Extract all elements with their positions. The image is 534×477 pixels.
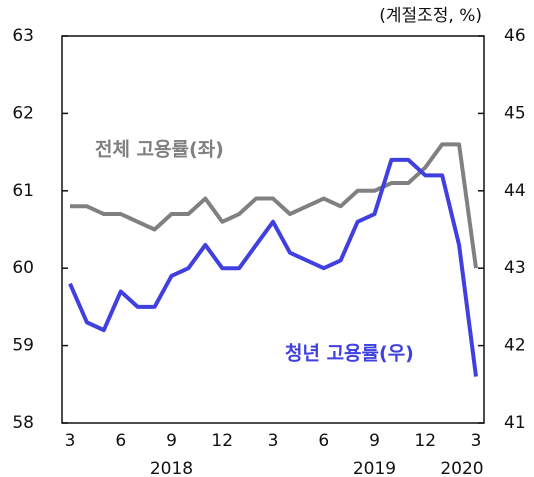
- y2-tick-label: 46: [504, 26, 526, 46]
- y-tick-label: 58: [12, 413, 34, 433]
- y-tick-label: 59: [12, 336, 34, 356]
- series-label: 전체 고용률(좌): [95, 139, 224, 161]
- y-tick-label: 63: [12, 26, 34, 46]
- plot-frame: [61, 35, 485, 424]
- y2-tick-label: 41: [504, 413, 526, 433]
- series-line: [70, 142, 478, 269]
- unit-label: (계절조정, %): [379, 6, 482, 26]
- x-tick-label: 6: [318, 431, 329, 451]
- y-tick-label: 61: [12, 181, 34, 201]
- series-line: [68, 157, 478, 377]
- y2-tick-label: 45: [504, 103, 526, 123]
- series-label: 청년 고용률(우): [285, 343, 414, 365]
- y2-tick-label: 43: [504, 258, 526, 278]
- y-tick-label: 60: [12, 258, 34, 278]
- year-label: 2018: [150, 459, 193, 477]
- x-tick-label: 12: [211, 431, 233, 451]
- x-tick-label: 6: [115, 431, 126, 451]
- y2-tick-label: 44: [504, 181, 526, 201]
- x-tick-label: 3: [471, 431, 482, 451]
- y2-tick-label: 42: [504, 336, 526, 356]
- y-tick-label: 62: [12, 103, 34, 123]
- x-tick-label: 9: [166, 431, 177, 451]
- year-label: 2019: [353, 459, 396, 477]
- x-tick-label: 9: [369, 431, 380, 451]
- year-label: 2020: [440, 459, 483, 477]
- x-tick-label: 3: [65, 431, 76, 451]
- x-tick-label: 3: [268, 431, 279, 451]
- x-tick-label: 12: [414, 431, 436, 451]
